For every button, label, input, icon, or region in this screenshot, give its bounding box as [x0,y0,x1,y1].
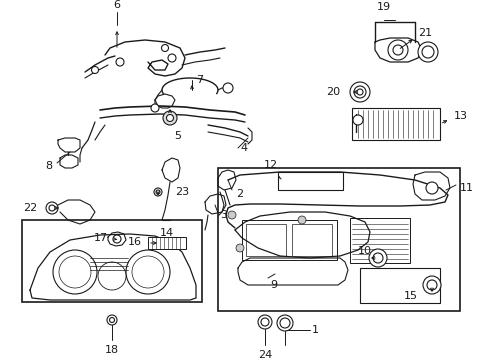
Text: 24: 24 [257,350,271,360]
Circle shape [132,256,163,288]
Circle shape [227,211,236,219]
Circle shape [276,315,292,331]
Bar [359,268,439,303]
Circle shape [261,318,268,326]
Circle shape [349,82,369,102]
Text: 13: 13 [453,111,467,121]
Circle shape [156,190,160,194]
Circle shape [368,249,386,267]
Circle shape [353,86,365,98]
Text: 11: 11 [459,183,473,193]
Circle shape [113,235,121,243]
Circle shape [356,89,362,95]
Circle shape [425,182,437,194]
Circle shape [59,256,91,288]
Text: 20: 20 [325,87,339,97]
Text: 17: 17 [94,233,108,243]
Bar [291,224,331,256]
Text: 12: 12 [264,160,278,170]
Circle shape [98,262,126,290]
Text: 15: 15 [403,291,417,301]
Circle shape [168,54,176,62]
Text: 19: 19 [376,2,390,12]
Text: 10: 10 [357,246,371,256]
Bar [22,220,202,302]
Circle shape [258,315,271,329]
Circle shape [126,250,170,294]
Circle shape [154,188,162,196]
Circle shape [297,216,305,224]
Text: 18: 18 [105,345,119,355]
Circle shape [53,250,97,294]
Circle shape [91,67,98,73]
Circle shape [46,202,58,214]
Circle shape [280,318,289,328]
Text: 6: 6 [113,0,120,10]
Circle shape [422,276,440,294]
Circle shape [166,114,173,122]
Circle shape [109,318,114,323]
Circle shape [116,58,124,66]
Text: 2: 2 [236,189,243,199]
Text: 14: 14 [160,228,174,238]
Circle shape [107,315,117,325]
Circle shape [223,83,232,93]
Bar [351,108,439,140]
Bar [148,237,185,249]
Text: 4: 4 [240,143,246,153]
Circle shape [372,253,382,263]
Text: 3: 3 [220,210,226,220]
Circle shape [161,45,168,51]
Bar [349,218,409,263]
Circle shape [426,280,436,290]
Text: 16: 16 [128,237,142,247]
Circle shape [236,244,244,252]
Text: 5: 5 [174,131,181,141]
Bar [242,220,336,260]
Circle shape [387,40,407,60]
Bar [245,224,285,256]
Circle shape [49,205,55,211]
Bar [278,172,342,190]
Circle shape [352,115,362,125]
Circle shape [421,46,433,58]
Circle shape [163,111,177,125]
Bar [218,168,459,311]
Text: 23: 23 [175,187,189,197]
Polygon shape [30,234,196,300]
Text: 9: 9 [269,280,277,290]
Text: 1: 1 [311,325,318,335]
Text: 21: 21 [417,28,431,38]
Text: 7: 7 [196,75,203,85]
Circle shape [392,45,402,55]
Circle shape [417,42,437,62]
Text: 22: 22 [23,203,37,213]
Text: 8: 8 [45,161,52,171]
Circle shape [151,104,159,112]
